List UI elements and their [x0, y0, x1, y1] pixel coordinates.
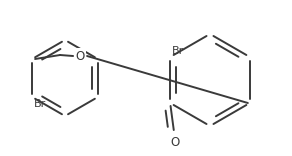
Text: O: O: [171, 136, 180, 149]
Text: O: O: [75, 49, 85, 63]
Text: Br: Br: [34, 99, 46, 109]
Text: Br: Br: [172, 46, 185, 56]
